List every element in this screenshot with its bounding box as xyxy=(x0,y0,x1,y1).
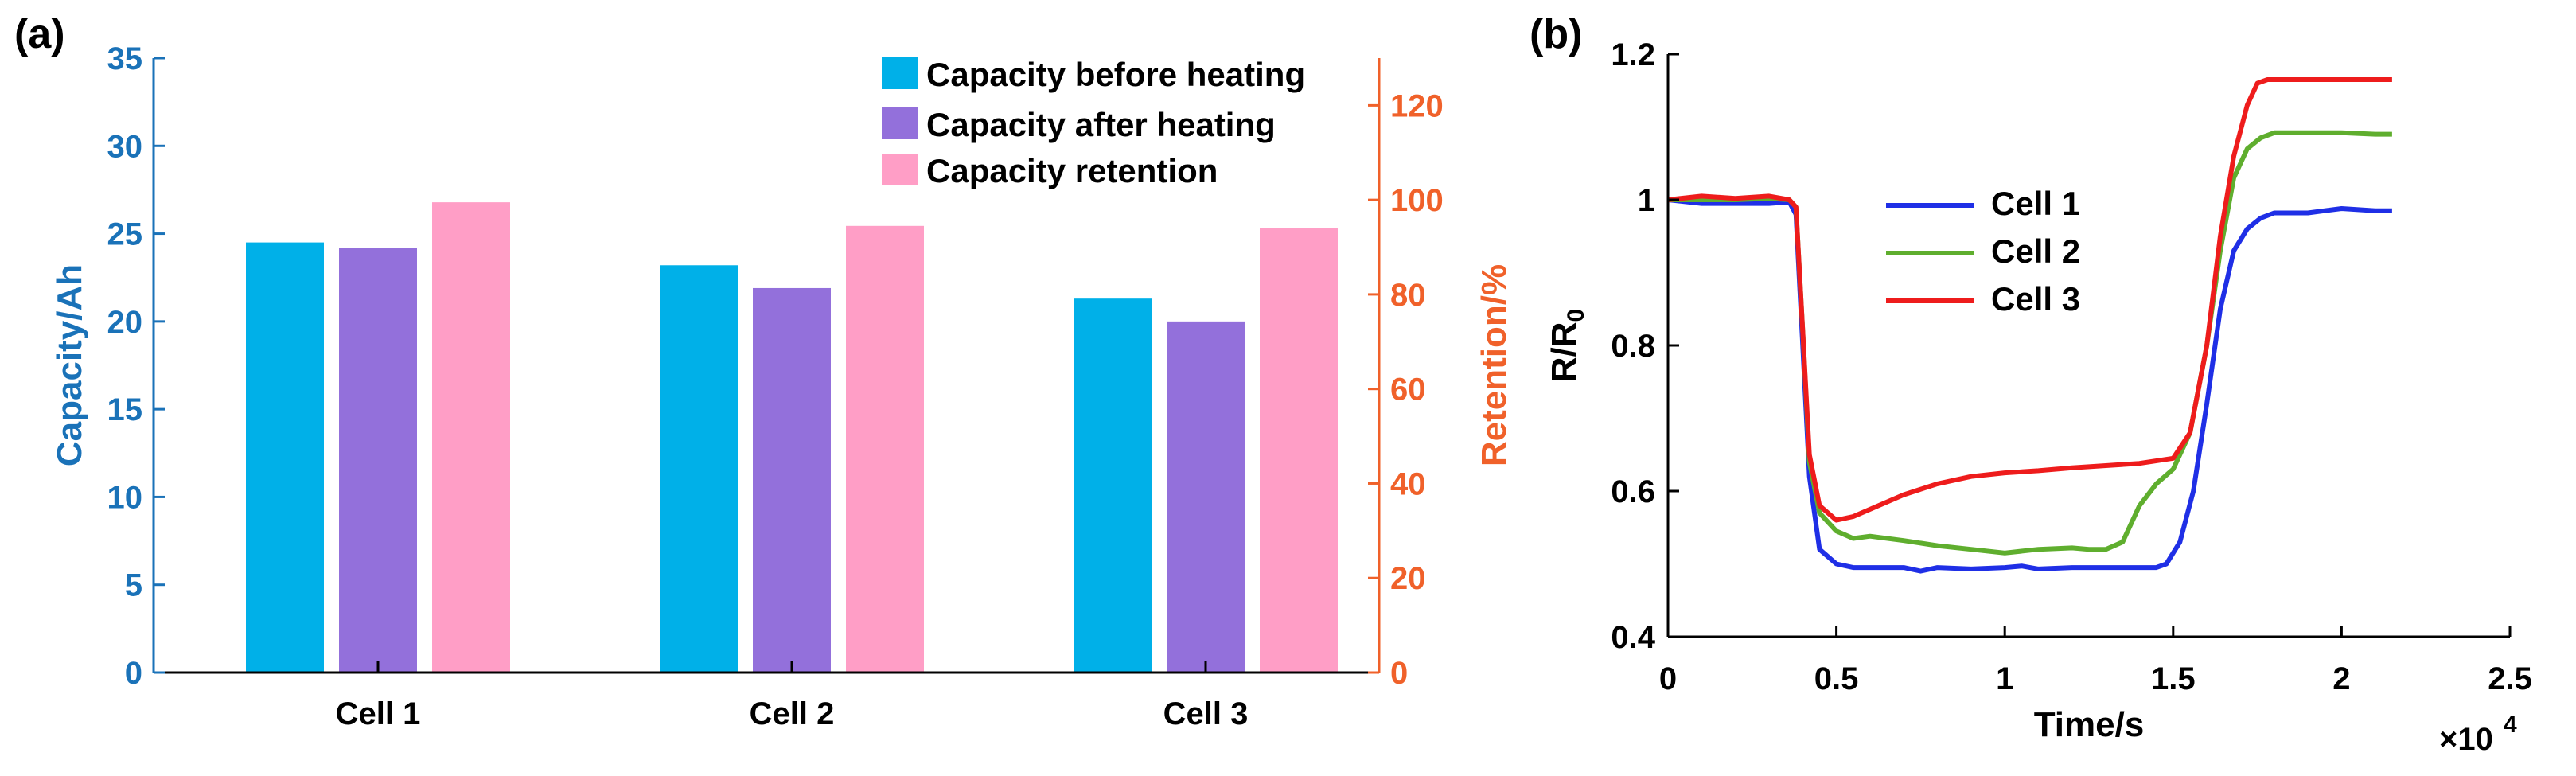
bar xyxy=(1260,228,1338,673)
y-axis-title-main: R/R xyxy=(1545,322,1584,382)
series-line-3 xyxy=(1667,77,2392,523)
category-label: Cell 3 xyxy=(1163,696,1249,731)
left-tick-label: 5 xyxy=(125,568,142,603)
left-tick-label: 25 xyxy=(107,217,143,252)
left-tick-label: 20 xyxy=(107,305,143,340)
bar xyxy=(660,265,738,673)
legend-swatch xyxy=(882,154,918,185)
left-tick-label: 30 xyxy=(107,129,143,164)
y-tick-label: 1.2 xyxy=(1611,37,1655,72)
legend-label: Capacity retention xyxy=(926,152,1218,189)
y-tick-label: 0.4 xyxy=(1611,620,1655,655)
x-tick-label: 0.5 xyxy=(1814,661,1859,696)
left-tick-label: 0 xyxy=(125,656,142,691)
legend-swatch xyxy=(882,57,918,89)
legend-label: Cell 1 xyxy=(1991,185,2080,222)
bar xyxy=(753,287,831,673)
category-label: Cell 1 xyxy=(336,696,421,731)
left-tick-label: 15 xyxy=(107,392,143,427)
bar xyxy=(246,242,324,673)
right-tick-label: 100 xyxy=(1390,183,1444,218)
right-tick-label: 40 xyxy=(1390,466,1426,501)
y-axis-title-subscript: 0 xyxy=(1563,309,1589,322)
right-tick-label: 120 xyxy=(1390,88,1444,123)
panel-label-b: (b) xyxy=(1530,11,1582,57)
x-tick-label: 1.5 xyxy=(2151,661,2196,696)
x-axis-title: Time/s xyxy=(2034,705,2145,744)
x-tick-label: 2.5 xyxy=(2488,661,2532,696)
y-tick-label: 0.8 xyxy=(1611,329,1655,364)
bar xyxy=(339,248,417,673)
legend-label: Cell 3 xyxy=(1991,280,2080,318)
right-tick-label: 0 xyxy=(1390,656,1408,691)
bar xyxy=(1074,298,1152,673)
x-multiplier-exponent: 4 xyxy=(2504,712,2517,738)
x-tick-label: 1 xyxy=(1996,661,2013,696)
legend-label: Cell 2 xyxy=(1991,232,2080,270)
y-tick-label: 0.6 xyxy=(1611,474,1655,509)
panel-label-a: (a) xyxy=(14,11,65,57)
left-tick-label: 10 xyxy=(107,480,143,515)
y-axis-title: R/R0 xyxy=(1545,309,1589,382)
legend-label: Capacity after heating xyxy=(926,106,1276,143)
bar-chart-a: 0 5 10 15 20 25 30 35 0 20 40 60 80 100 120 Cell 1 Cell … xyxy=(50,41,1514,731)
legend-label: Capacity before heating xyxy=(926,56,1305,93)
bar xyxy=(432,202,510,673)
y-tick-label: 1 xyxy=(1638,183,1655,218)
x-tick-label: 2 xyxy=(2332,661,2350,696)
x-multiplier: ×10 xyxy=(2439,722,2493,757)
legend-swatch xyxy=(882,107,918,139)
right-tick-label: 20 xyxy=(1390,561,1426,596)
left-tick-label: 35 xyxy=(107,41,143,76)
category-label: Cell 2 xyxy=(750,696,835,731)
bar xyxy=(846,225,924,673)
right-axis-title: Retention/% xyxy=(1475,264,1514,466)
left-axis-title: Capacity/Ah xyxy=(50,264,89,466)
bar xyxy=(1167,321,1245,673)
right-tick-label: 80 xyxy=(1390,278,1426,313)
x-tick-label: 0 xyxy=(1659,661,1677,696)
right-tick-label: 60 xyxy=(1390,372,1426,407)
